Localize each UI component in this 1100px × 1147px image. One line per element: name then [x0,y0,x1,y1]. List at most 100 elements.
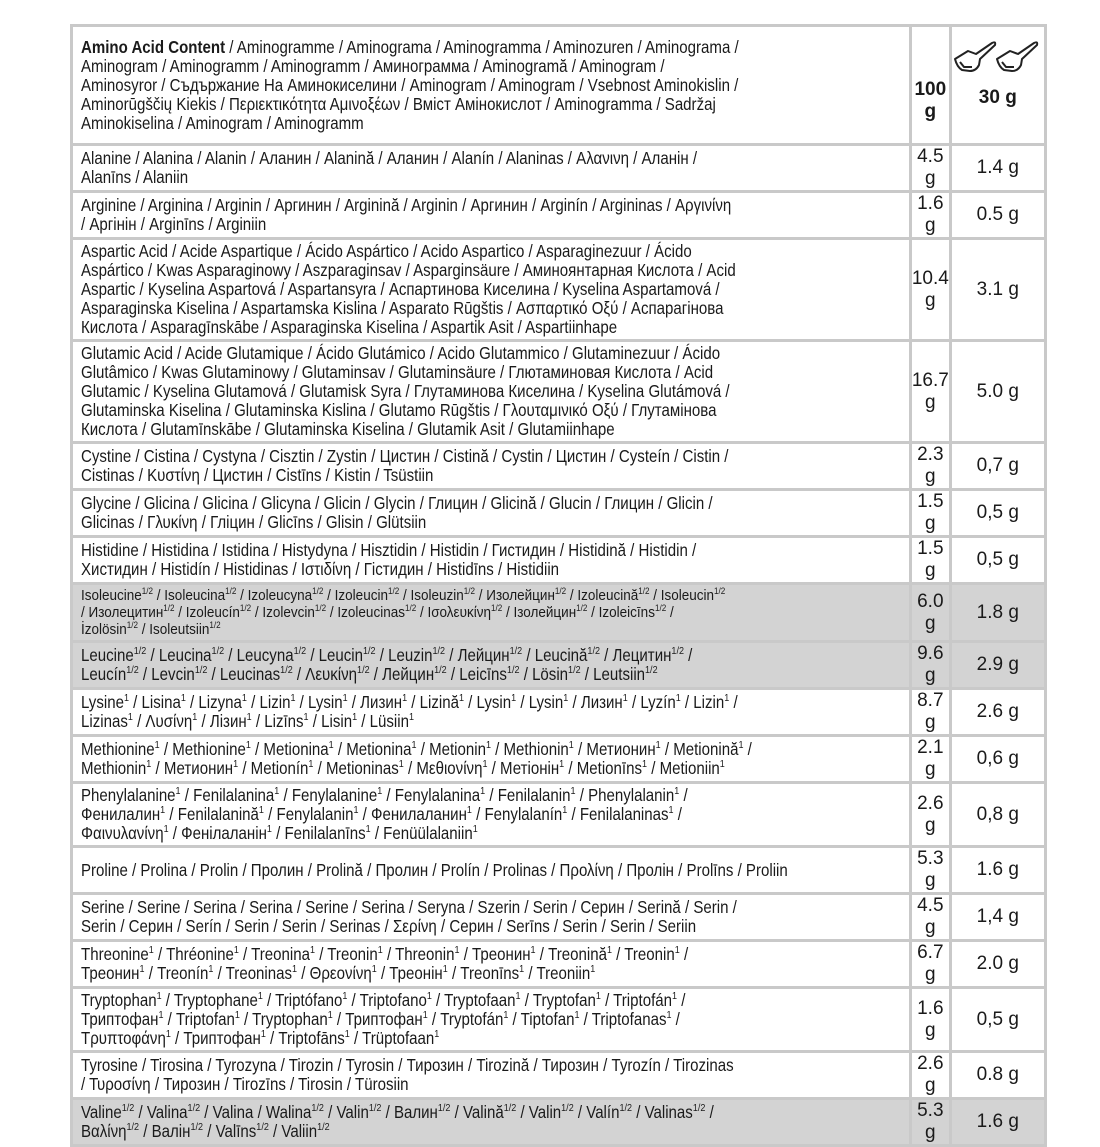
amino-acid-name: Alanine / Alanina / Alanin / Аланин / Al… [70,143,912,193]
amino-acid-name-line: Arginine / Arginina / Arginin / Аргинин … [81,195,732,215]
value-per-100g: 2.6 g [908,1050,952,1100]
table-row: Threonine1 / Thréonine1 / Treonina1 / Tr… [70,939,1047,989]
value-per-100g: 10.4 g [908,237,952,342]
value-per-30g: 0,6 g [948,734,1047,784]
amino-acid-name-line: Threonine1 / Thréonine1 / Treonina1 / Tr… [81,944,689,964]
value-per-30g: 1.6 g [948,845,1047,895]
value-per-100g: 5.3 g [908,1097,952,1147]
header-title-line: Aminokiselina / Aminogram / Aminogramm [81,112,364,133]
amino-acid-name-line: Lysine1 / Lisina1 / Lizyna1 / Lizin1 / L… [81,692,738,712]
amino-acid-name-line: Serine / Serine / Serina / Serina / Seri… [81,897,737,917]
table-row: Valine1/2 / Valina1/2 / Valina / Walina1… [70,1097,1047,1147]
value-per-30g: 1.8 g [948,582,1047,643]
amino-acid-name-line: Alanine / Alanina / Alanin / Аланин / Al… [81,148,698,168]
value-per-100g: 8.7 g [908,687,952,737]
amino-acid-name: Aspartic Acid / Acide Aspartique / Ácido… [70,237,912,342]
amino-acid-name-line: Alanīns / Alaniin [81,167,189,187]
header-row: Amino Acid Content / Aminogramme / Amino… [70,24,1047,146]
amino-acid-name-line: Glutaminska Kiselina / Glutaminska Kisli… [81,400,717,420]
column-30g-label: 30 g [978,87,1017,108]
table-row: Glycine / Glicina / Glicina / Glicyna / … [70,488,1047,538]
value-per-30g: 2.0 g [948,939,1047,989]
amino-acid-name-line: Треонин1 / Treonín1 / Treoninas1 / Θρεον… [81,963,596,983]
table-row: Tryptophan1 / Tryptophane1 / Triptófano1… [70,986,1047,1053]
amino-acid-name: Methionine1 / Methionine1 / Metionina1 /… [70,734,912,784]
value-per-100g: 2.3 g [908,441,952,491]
amino-acid-name: Serine / Serine / Serina / Serina / Seri… [70,892,912,942]
value-per-100g: 1.6 g [908,986,952,1053]
table-row: Lysine1 / Lisina1 / Lizyna1 / Lizin1 / L… [70,687,1047,737]
header-title-line: Aminorūgščių Kiekis / Περιεκτικότητα Αμι… [81,93,716,114]
header-title-line: Amino Acid Content / Aminogramme / Amino… [81,36,739,57]
amino-acid-name-line: Tyrosine / Tirosina / Tyrozyna / Tirozin… [81,1055,734,1075]
value-per-100g: 1.5 g [908,535,952,585]
amino-acid-table: Amino Acid Content / Aminogramme / Amino… [70,24,1047,1147]
amino-acid-name-line: Glicinas / Γλυκίνη / Гліцин / Glicīns / … [81,512,427,532]
amino-acid-name-line: Serin / Серин / Serín / Serin / Serin / … [81,916,697,936]
value-per-30g: 0,5 g [948,986,1047,1053]
table-row: Arginine / Arginina / Arginin / Аргинин … [70,190,1047,240]
table-row: Isoleucine1/2 / Isoleucina1/2 / Izoleucy… [70,582,1047,643]
amino-acid-name-line: Methionin1 / Метионин1 / Metionín1 / Met… [81,758,725,778]
amino-acid-name-line: / Аргінін / Arginīns / Arginiin [81,214,267,234]
amino-acid-name-line: Cystine / Cistina / Cystyna / Cisztin / … [81,446,729,466]
amino-acid-name: Proline / Prolina / Prolin / Пролин / Pr… [70,845,912,895]
amino-acid-name-line: Glutâmico / Kwas Glutaminowy / Glutamins… [81,362,714,382]
column-100g: 100 g [908,24,952,146]
amino-acid-name-line: Кислота / Asparagīnskābe / Asparaginska … [81,317,618,337]
amino-acid-name-line: Lizinas1 / Λυσίνη1 / Лізин1 / Lizīns1 / … [81,711,414,731]
value-per-100g: 2.1 g [908,734,952,784]
value-per-100g: 1.6 g [908,190,952,240]
amino-acid-name-line: Glutamic Acid / Acide Glutamique / Ácido… [81,343,721,363]
amino-acid-name-line: Methionine1 / Methionine1 / Metionina1 /… [81,739,752,759]
amino-acid-name-line: Histidine / Histidina / Istidina / Histy… [81,540,697,560]
amino-acid-name: Arginine / Arginina / Arginin / Аргинин … [70,190,912,240]
value-per-30g: 0.8 g [948,1050,1047,1100]
amino-acid-name: Glycine / Glicina / Glicina / Glicyna / … [70,488,912,538]
amino-acid-name-line: Leucine1/2 / Leucina1/2 / Leucyna1/2 / L… [81,645,693,665]
value-per-30g: 0.5 g [948,190,1047,240]
table-row: Phenylalanine1 / Fenilalanina1 / Fenylal… [70,781,1047,848]
amino-acid-name-line: Фенилалин1 / Fenilalanină1 / Fenylalanin… [81,804,682,824]
value-per-100g: 16.7 g [908,339,952,444]
amino-acid-name: Threonine1 / Thréonine1 / Treonina1 / Tr… [70,939,912,989]
amino-acid-name-line: Isoleucine1/2 / Isoleucina1/2 / Izoleucy… [81,586,726,605]
amino-acid-name-line: Хистидин / Histidín / Histidinas / Ιστιδ… [81,559,560,579]
amino-acid-name: Leucine1/2 / Leucina1/2 / Leucyna1/2 / L… [70,640,912,690]
header-title: Amino Acid Content / Aminogramme / Amino… [70,24,912,146]
amino-acid-name: Cystine / Cistina / Cystyna / Cisztin / … [70,441,912,491]
header-title-line: Aminogram / Aminogramm / Aminogramm / Ам… [81,55,665,76]
value-per-30g: 5.0 g [948,339,1047,444]
table-row: Aspartic Acid / Acide Aspartique / Ácido… [70,237,1047,342]
amino-acid-name: Phenylalanine1 / Fenilalanina1 / Fenylal… [70,781,912,848]
amino-acid-name-line: Tryptophan1 / Tryptophane1 / Triptófano1… [81,990,686,1010]
value-per-30g: 0,8 g [948,781,1047,848]
value-per-30g: 2.6 g [948,687,1047,737]
value-per-30g: 0,5 g [948,535,1047,585]
table-row: Tyrosine / Tirosina / Tyrozyna / Tirozin… [70,1050,1047,1100]
amino-acid-name-line: Τρυπτοφάνη1 / Триптофан1 / Triptofāns1 /… [81,1028,440,1048]
table-row: Proline / Prolina / Prolin / Пролин / Pr… [70,845,1047,895]
table-row: Methionine1 / Methionine1 / Metionina1 /… [70,734,1047,784]
value-per-30g: 1,4 g [948,892,1047,942]
value-per-30g: 1.6 g [948,1097,1047,1147]
amino-acid-name: Glutamic Acid / Acide Glutamique / Ácido… [70,339,912,444]
value-per-100g: 9.6 g [908,640,952,690]
amino-acid-name-line: Leucín1/2 / Levcin1/2 / Leucinas1/2 / Λε… [81,664,658,684]
value-per-30g: 0,5 g [948,488,1047,538]
amino-acid-name-line: Триптофан1 / Triptofan1 / Tryptophan1 / … [81,1009,680,1029]
table-row: Glutamic Acid / Acide Glutamique / Ácido… [70,339,1047,444]
value-per-100g: 4.5 g [908,143,952,193]
amino-acid-name-line: Asparaginska Kiselina / Aspartamska Kisl… [81,298,724,318]
value-per-100g: 5.3 g [908,845,952,895]
amino-acid-name-line: / Изолецитин1/2 / Izoleucín1/2 / Izolevc… [81,603,674,622]
column-30g: 30 g [948,24,1047,146]
value-per-100g: 4.5 g [908,892,952,942]
value-per-30g: 1.4 g [948,143,1047,193]
table-row: Serine / Serine / Serina / Serina / Seri… [70,892,1047,942]
amino-acid-name: Valine1/2 / Valina1/2 / Valina / Walina1… [70,1097,912,1147]
value-per-100g: 6.0 g [908,582,952,643]
amino-acid-name-line: Aspartic Acid / Acide Aspartique / Ácido… [81,241,692,261]
two-scoops-icon [953,41,1038,72]
value-per-100g: 1.5 g [908,488,952,538]
